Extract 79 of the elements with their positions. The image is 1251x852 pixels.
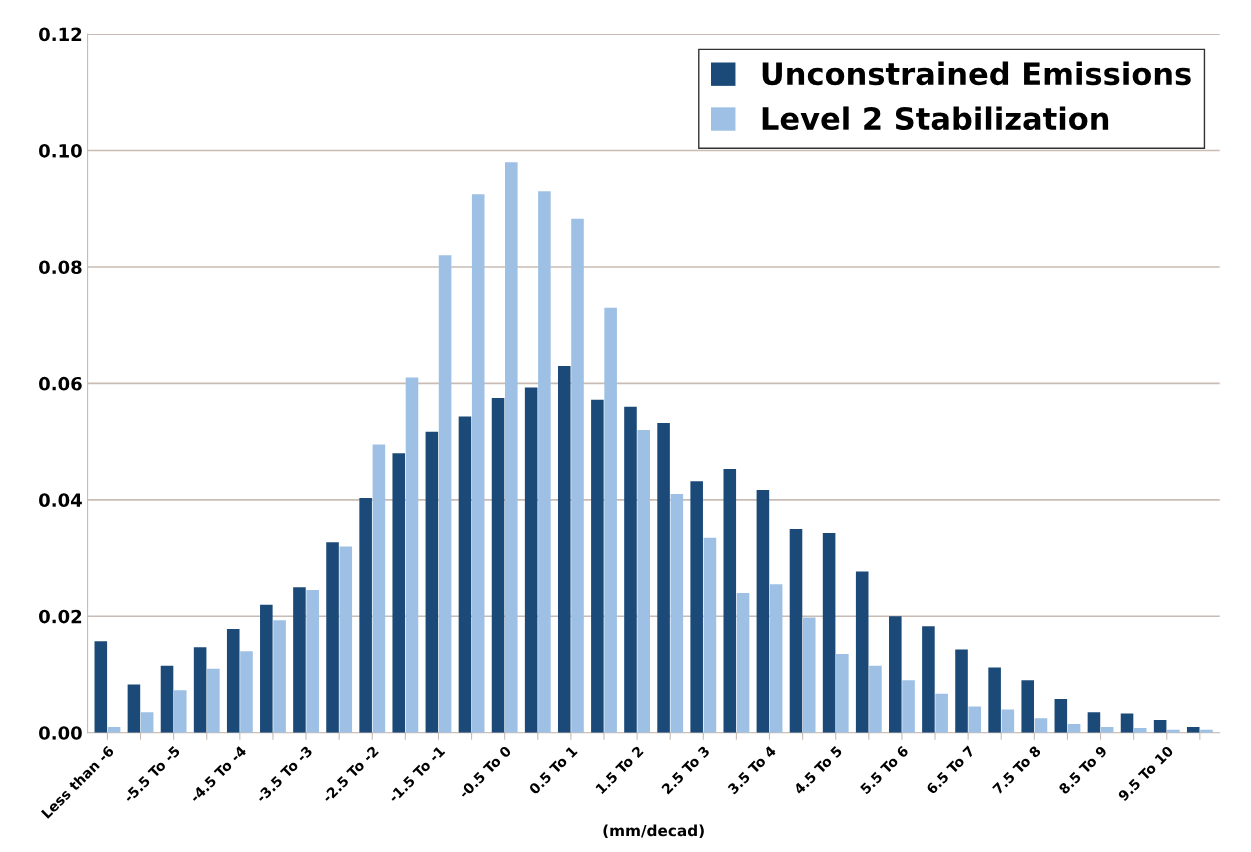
bar xyxy=(193,647,207,733)
bar xyxy=(260,604,273,733)
x-tick-label: 2.5 To 3 xyxy=(661,745,711,795)
bar xyxy=(372,444,386,733)
y-tick-label: 0.02 xyxy=(39,609,82,624)
bar xyxy=(127,684,141,733)
bar xyxy=(405,377,419,733)
legend-label: Level 2 Stabilization xyxy=(762,106,1109,131)
bar xyxy=(670,494,684,733)
bar xyxy=(1034,718,1048,733)
bar xyxy=(836,654,849,733)
bar xyxy=(637,429,651,733)
bar xyxy=(955,649,968,733)
bar xyxy=(273,620,286,733)
bar xyxy=(392,453,406,733)
bar xyxy=(922,626,935,733)
x-axis-title: (mm/decad) xyxy=(603,824,704,839)
bar xyxy=(326,542,339,733)
bar xyxy=(160,665,174,733)
bar xyxy=(1087,712,1101,733)
bar xyxy=(571,218,584,733)
bar xyxy=(988,667,1001,733)
bar xyxy=(591,399,604,733)
x-tick-label: 3.5 To 4 xyxy=(727,745,777,795)
bar xyxy=(140,712,154,733)
bar xyxy=(1054,698,1068,733)
bar xyxy=(173,690,187,733)
bar xyxy=(624,406,637,733)
x-tick-label: 0.5 To 1 xyxy=(528,745,578,795)
bar xyxy=(756,489,770,733)
bar xyxy=(306,590,319,733)
x-tick-label: 7.5 To 8 xyxy=(991,745,1042,795)
bar xyxy=(491,397,505,733)
bar xyxy=(889,616,902,733)
x-tick-label: 5.5 To 6 xyxy=(859,745,909,795)
x-tick-label: 4.5 To 5 xyxy=(793,745,843,795)
bar xyxy=(968,706,982,733)
bar xyxy=(657,422,670,733)
bar xyxy=(458,416,472,733)
y-tick-label: 0.00 xyxy=(39,726,82,740)
bar xyxy=(802,617,816,733)
bar xyxy=(1021,680,1035,733)
bar xyxy=(505,162,518,733)
bar xyxy=(869,665,882,733)
bar xyxy=(789,528,803,733)
bar xyxy=(690,481,703,733)
x-tick-label: 6.5 To 7 xyxy=(925,745,975,795)
bar xyxy=(94,641,108,733)
y-tick-label: 0.04 xyxy=(39,493,82,507)
bar xyxy=(822,533,836,733)
y-tick-label: 0.06 xyxy=(39,376,82,391)
y-tick-label: 0.12 xyxy=(39,27,82,42)
bar xyxy=(1001,709,1015,733)
bar xyxy=(538,191,551,733)
bar xyxy=(293,587,306,733)
bar xyxy=(703,537,717,733)
bar xyxy=(855,571,869,733)
legend-label: Unconstrained Emissions xyxy=(762,61,1191,86)
bar xyxy=(339,546,353,733)
x-tick-label: 1.5 To 2 xyxy=(595,745,644,795)
bar xyxy=(524,387,538,733)
bar xyxy=(736,592,750,733)
bar xyxy=(935,693,948,733)
bar xyxy=(604,307,617,733)
bar xyxy=(226,629,240,733)
bar xyxy=(557,365,571,733)
bar xyxy=(207,668,220,733)
bar xyxy=(723,468,737,733)
bar xyxy=(902,680,915,733)
bar xyxy=(438,255,452,733)
bar xyxy=(769,584,783,733)
bar xyxy=(359,498,372,733)
y-tick-label: 0.10 xyxy=(39,143,82,158)
bar xyxy=(425,431,439,733)
x-tick-label: 9.5 To 10 xyxy=(1117,745,1174,802)
bar xyxy=(240,651,253,733)
x-tick-label: 8.5 To 9 xyxy=(1058,745,1108,795)
y-tick-label: 0.08 xyxy=(39,260,82,275)
bar xyxy=(471,194,485,733)
